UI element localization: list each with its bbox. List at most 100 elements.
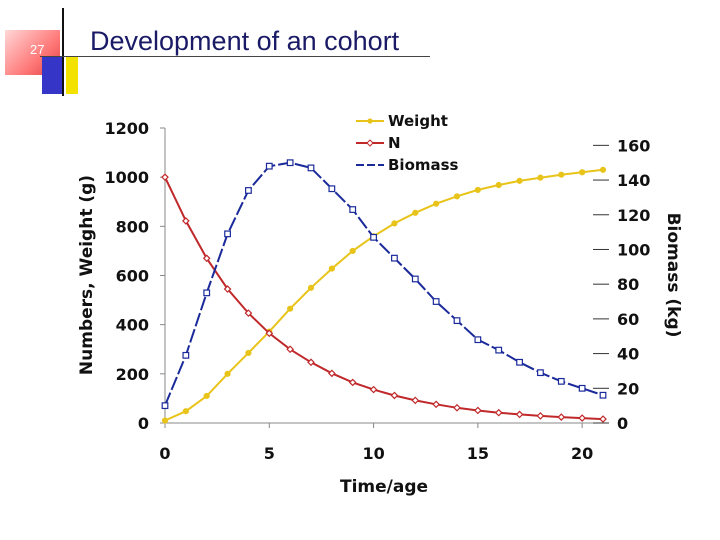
- point-n: [453, 403, 461, 412]
- point-biomass: [557, 377, 565, 385]
- y-tick-label: 1000: [104, 168, 149, 187]
- series-line-biomass: [164, 161, 604, 406]
- point-biomass: [495, 346, 503, 354]
- point-weight: [579, 169, 586, 176]
- point-biomass: [161, 402, 169, 410]
- legend-marker: [367, 118, 373, 124]
- legend-label-n: N: [388, 134, 401, 152]
- point-biomass: [370, 233, 377, 241]
- y-tick-label: 0: [138, 414, 149, 433]
- point-n: [348, 378, 357, 387]
- point-biomass: [391, 254, 398, 262]
- point-biomass: [453, 317, 461, 325]
- point-weight: [433, 200, 440, 207]
- point-biomass: [182, 351, 190, 359]
- point-biomass: [224, 230, 231, 238]
- y2-tick-label: 80: [617, 275, 639, 294]
- y2-tick-label: 160: [617, 136, 650, 155]
- x-axis-title: Time/age: [340, 477, 428, 497]
- point-biomass: [349, 206, 357, 213]
- point-n: [161, 173, 169, 182]
- point-biomass: [411, 275, 419, 283]
- point-weight: [474, 186, 481, 194]
- point-n: [599, 415, 607, 423]
- y-tick-label: 400: [116, 316, 149, 335]
- point-biomass: [286, 159, 294, 167]
- point-weight: [224, 370, 231, 377]
- y2-tick-label: 100: [617, 240, 650, 259]
- y2-tick-label: 60: [617, 310, 639, 329]
- point-n: [328, 369, 336, 378]
- y2-tick-label: 140: [617, 171, 650, 190]
- point-n: [223, 285, 232, 293]
- header-vertical-rule: [62, 8, 64, 96]
- point-n: [202, 254, 211, 263]
- y-tick-label: 600: [116, 267, 149, 286]
- point-weight: [245, 349, 252, 357]
- header-accent-yellow: [66, 56, 78, 94]
- header-accent-blue: [42, 56, 62, 94]
- point-biomass: [537, 369, 544, 377]
- point-n: [182, 217, 190, 225]
- x-tick-label: 10: [362, 444, 384, 463]
- point-n: [244, 309, 253, 317]
- point-n: [369, 385, 378, 394]
- point-biomass: [203, 289, 211, 297]
- point-weight: [558, 171, 565, 178]
- point-biomass: [265, 162, 273, 170]
- point-weight: [495, 181, 502, 189]
- y2-axis-title: Biomass (kg): [663, 213, 683, 338]
- legend: Weight N Biomass: [352, 108, 459, 178]
- point-n: [265, 329, 274, 338]
- label-layer: 0200400600800100012000204060801001201401…: [77, 119, 683, 497]
- x-tick-label: 20: [571, 444, 593, 463]
- series-line-n: [164, 176, 604, 421]
- point-n: [286, 345, 294, 354]
- legend-label-weight: Weight: [388, 112, 448, 130]
- point-biomass: [307, 164, 315, 172]
- point-weight: [203, 392, 210, 400]
- y2-tick-label: 0: [617, 414, 628, 433]
- legend-label-biomass: Biomass: [388, 156, 459, 174]
- point-weight: [516, 177, 523, 184]
- point-biomass: [578, 384, 586, 392]
- series-line-weight: [164, 168, 604, 422]
- y2-tick-label: 20: [617, 379, 639, 398]
- point-weight: [453, 193, 461, 200]
- point-biomass: [432, 298, 440, 305]
- point-biomass: [599, 391, 607, 399]
- point-biomass: [516, 358, 523, 366]
- point-weight: [412, 209, 419, 216]
- point-n: [557, 413, 566, 421]
- point-n: [307, 358, 315, 367]
- x-tick-label: 15: [467, 444, 489, 463]
- y-tick-label: 800: [116, 217, 149, 236]
- y-tick-label: 1200: [104, 119, 149, 138]
- point-weight: [349, 247, 356, 255]
- y2-tick-label: 40: [617, 345, 639, 364]
- slide-title: Development of an cohort: [90, 26, 400, 56]
- x-tick-label: 0: [159, 444, 170, 463]
- point-biomass: [328, 185, 336, 193]
- y2-tick-label: 120: [617, 206, 650, 225]
- series-layer: [161, 159, 607, 424]
- slide-number: 27: [30, 42, 45, 57]
- point-weight: [182, 408, 189, 415]
- point-weight: [537, 174, 544, 181]
- point-weight: [287, 305, 294, 312]
- point-n: [494, 408, 503, 417]
- point-n: [536, 412, 545, 420]
- point-weight: [307, 284, 315, 291]
- y-tick-label: 200: [116, 365, 149, 384]
- point-weight: [599, 166, 607, 173]
- point-n: [390, 391, 399, 400]
- y-axis-title: Numbers, Weight (g): [77, 175, 97, 375]
- point-n: [432, 400, 440, 409]
- point-weight: [328, 265, 335, 272]
- point-n: [515, 410, 524, 419]
- header-horizontal-rule: [40, 56, 430, 57]
- point-n: [411, 396, 420, 405]
- point-weight: [161, 417, 169, 424]
- legend-marker: [366, 139, 374, 147]
